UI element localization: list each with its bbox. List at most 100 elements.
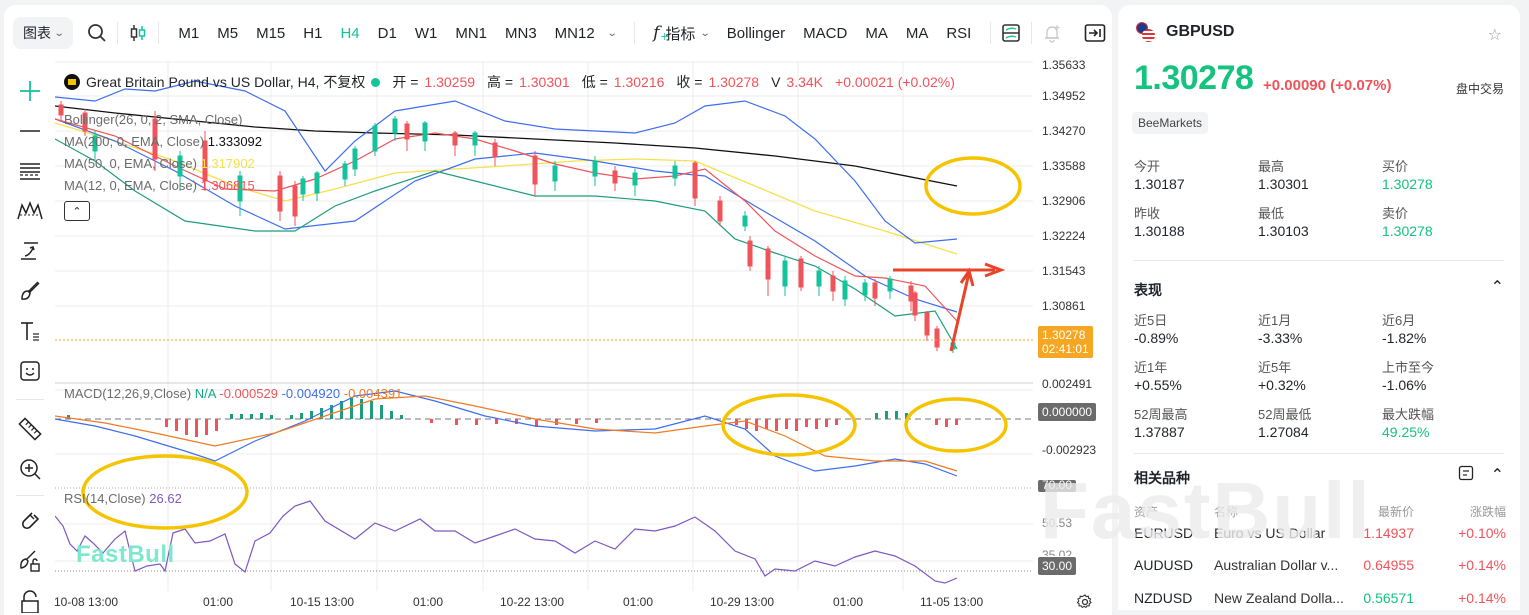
macd-value-3: -0.004391 — [343, 386, 403, 401]
pattern-tool-icon[interactable] — [16, 197, 44, 225]
broker-logo-icon — [64, 74, 80, 90]
perf-value: -3.33% — [1258, 330, 1303, 346]
row-name: Euro vs US Dollar — [1214, 525, 1326, 541]
chevron-down-icon: ⌄ — [53, 27, 65, 39]
col-asset: 资产 — [1134, 505, 1159, 519]
indicator-ma-2[interactable]: MA — [905, 24, 929, 42]
col-change: 涨跌幅 — [1469, 505, 1506, 519]
perf-value: 49.25% — [1382, 424, 1430, 440]
perf-item: 近1月 -3.33% — [1258, 312, 1382, 348]
stat-low: 最低 1.30103 — [1258, 205, 1382, 241]
macd-legend[interactable]: MACD(12,26,9,Close) N/A -0.000529 -0.004… — [64, 386, 402, 401]
collapse-panel-icon[interactable] — [1084, 23, 1106, 43]
price-change: +0.00090 (+0.07%) — [1263, 77, 1391, 94]
magnet-tool-icon[interactable] — [16, 507, 44, 535]
indicator-bollinger[interactable]: Bollinger — [726, 24, 786, 42]
row-name: New Zealand Dolla... — [1214, 590, 1344, 606]
volume-label: V — [771, 74, 781, 90]
chart-menu-button[interactable]: 图表 ⌄ — [13, 17, 74, 49]
candlestick-type-icon[interactable] — [128, 23, 148, 43]
perf-item: 近6月 -1.82% — [1382, 312, 1506, 348]
price-axis[interactable]: 1.35633 1.34952 1.34270 1.33588 1.32906 … — [1033, 58, 1112, 601]
related-list-icon[interactable] — [1458, 465, 1474, 486]
symbol-header: GBPUSD — [1136, 22, 1234, 42]
emoji-tool-icon[interactable] — [16, 357, 44, 385]
rsi-70-badge: 70.00 — [1038, 480, 1077, 492]
trend-line-tool-icon[interactable] — [16, 117, 44, 145]
brush-tool-icon[interactable] — [16, 277, 44, 305]
lock-icon[interactable] — [16, 587, 44, 615]
perf-value: +0.32% — [1258, 377, 1306, 393]
zoom-in-tool-icon[interactable] — [16, 455, 44, 483]
indicator-ma[interactable]: MA — [865, 24, 888, 42]
perf-value: -1.82% — [1382, 330, 1427, 346]
time-tick: 10-29 13:00 — [710, 595, 775, 609]
chart-settings-gear-icon[interactable] — [1076, 594, 1093, 615]
timeframe-more-chevron-icon[interactable]: ⌄ — [606, 27, 618, 39]
row-change: +0.10% — [1458, 525, 1506, 541]
change-abs: +0.00090 — [1263, 77, 1326, 94]
row-price: 0.64955 — [1363, 557, 1414, 573]
alert-bell-add-icon[interactable] — [1042, 23, 1062, 43]
chart-toolbar: 图表 ⌄ M1 M5 M15 H1 H4 D1 W1 MN1 MN3 MN12 … — [4, 5, 1112, 61]
ma12-value: 1.306815 — [200, 178, 255, 193]
broker-tag[interactable]: BeeMarkets — [1132, 112, 1209, 134]
indicators-button[interactable]: f + 指标 ⌄ — [645, 23, 718, 44]
stat-label: 最低 — [1258, 206, 1285, 221]
perf-label: 上市至今 — [1382, 360, 1435, 375]
indicators-label: 指标 — [665, 25, 696, 43]
ma200-legend[interactable]: MA(200, 0, EMA, Close) 1.333092 — [64, 134, 262, 149]
timeframe-mn12[interactable]: MN12 — [554, 24, 595, 42]
search-icon[interactable] — [87, 23, 107, 43]
collapse-legend-chevron-up-icon[interactable]: ⌃ — [64, 201, 90, 221]
divider — [16, 399, 44, 400]
timeframe-mn1[interactable]: MN1 — [455, 24, 487, 42]
ma50-legend[interactable]: MA(50, 0, EMA, Close) 1.317902 — [64, 156, 255, 171]
session-status: 盘中交易 — [1455, 82, 1504, 96]
divider — [990, 22, 992, 44]
related-title: 相关品种 — [1134, 470, 1190, 486]
col-price: 最新价 — [1377, 505, 1414, 519]
stat-value: 1.30278 — [1382, 176, 1433, 192]
function-plus-icon: f + — [653, 23, 670, 43]
favorite-star-icon[interactable]: ☆ — [1487, 27, 1502, 44]
timeframe-d1[interactable]: D1 — [377, 24, 397, 42]
related-collapse-chevron-icon[interactable]: ⌃ — [1490, 467, 1504, 484]
indicator-macd[interactable]: MACD — [803, 24, 848, 42]
crosshair-tool-icon[interactable] — [16, 77, 44, 105]
stat-prev-close: 昨收 1.30188 — [1134, 205, 1258, 241]
timeframe-w1[interactable]: W1 — [414, 24, 438, 42]
bollinger-legend[interactable]: Bollinger(26, 0, 2, SMA, Close) — [64, 112, 243, 127]
chart-title: Great Britain Pound vs US Dollar, H4, 不复… — [86, 74, 366, 90]
lock-drawings-icon[interactable] — [16, 547, 44, 575]
change-pct: (+0.07%) — [1330, 77, 1392, 94]
divider — [16, 495, 44, 496]
layout-template-icon[interactable] — [1001, 23, 1021, 43]
timeframe-m1[interactable]: M1 — [178, 24, 200, 42]
channel-tool-icon[interactable] — [16, 157, 44, 185]
open-value: 1.30259 — [424, 74, 476, 90]
last-price: 1.30278 — [1134, 59, 1254, 97]
quote-panel: GBPUSD ☆ 1.30278 +0.00090 (+0.07%) 盘中交易 … — [1118, 5, 1520, 610]
projection-tool-icon[interactable] — [16, 237, 44, 265]
timeframe-h1[interactable]: H1 — [303, 24, 323, 42]
performance-title: 表现 — [1134, 282, 1162, 298]
price-chart-canvas[interactable] — [55, 61, 1033, 591]
timeframe-mn3[interactable]: MN3 — [505, 24, 537, 42]
ma12-legend[interactable]: MA(12, 0, EMA, Close) 1.306815 — [64, 178, 255, 193]
perf-item: 近5日 -0.89% — [1134, 312, 1258, 348]
indicator-rsi[interactable]: RSI — [946, 24, 972, 42]
rsi-legend[interactable]: RSI(14,Close) 26.62 — [64, 491, 182, 506]
gb-us-flag-icon — [1136, 22, 1156, 42]
performance-collapse-chevron-icon[interactable]: ⌃ — [1490, 279, 1504, 296]
timeframe-m5[interactable]: M5 — [217, 24, 239, 42]
ruler-tool-icon[interactable] — [16, 415, 44, 443]
text-tool-icon[interactable] — [16, 317, 44, 345]
stat-ask: 卖价 1.30278 — [1382, 205, 1506, 241]
high-value: 1.30301 — [519, 74, 570, 90]
perf-value: -1.06% — [1382, 377, 1427, 393]
perf-value: 1.27084 — [1258, 424, 1309, 440]
timeframe-h4[interactable]: H4 — [340, 24, 360, 42]
macd-zero-badge: 0.000000 — [1038, 403, 1097, 421]
timeframe-m15[interactable]: M15 — [256, 24, 286, 42]
